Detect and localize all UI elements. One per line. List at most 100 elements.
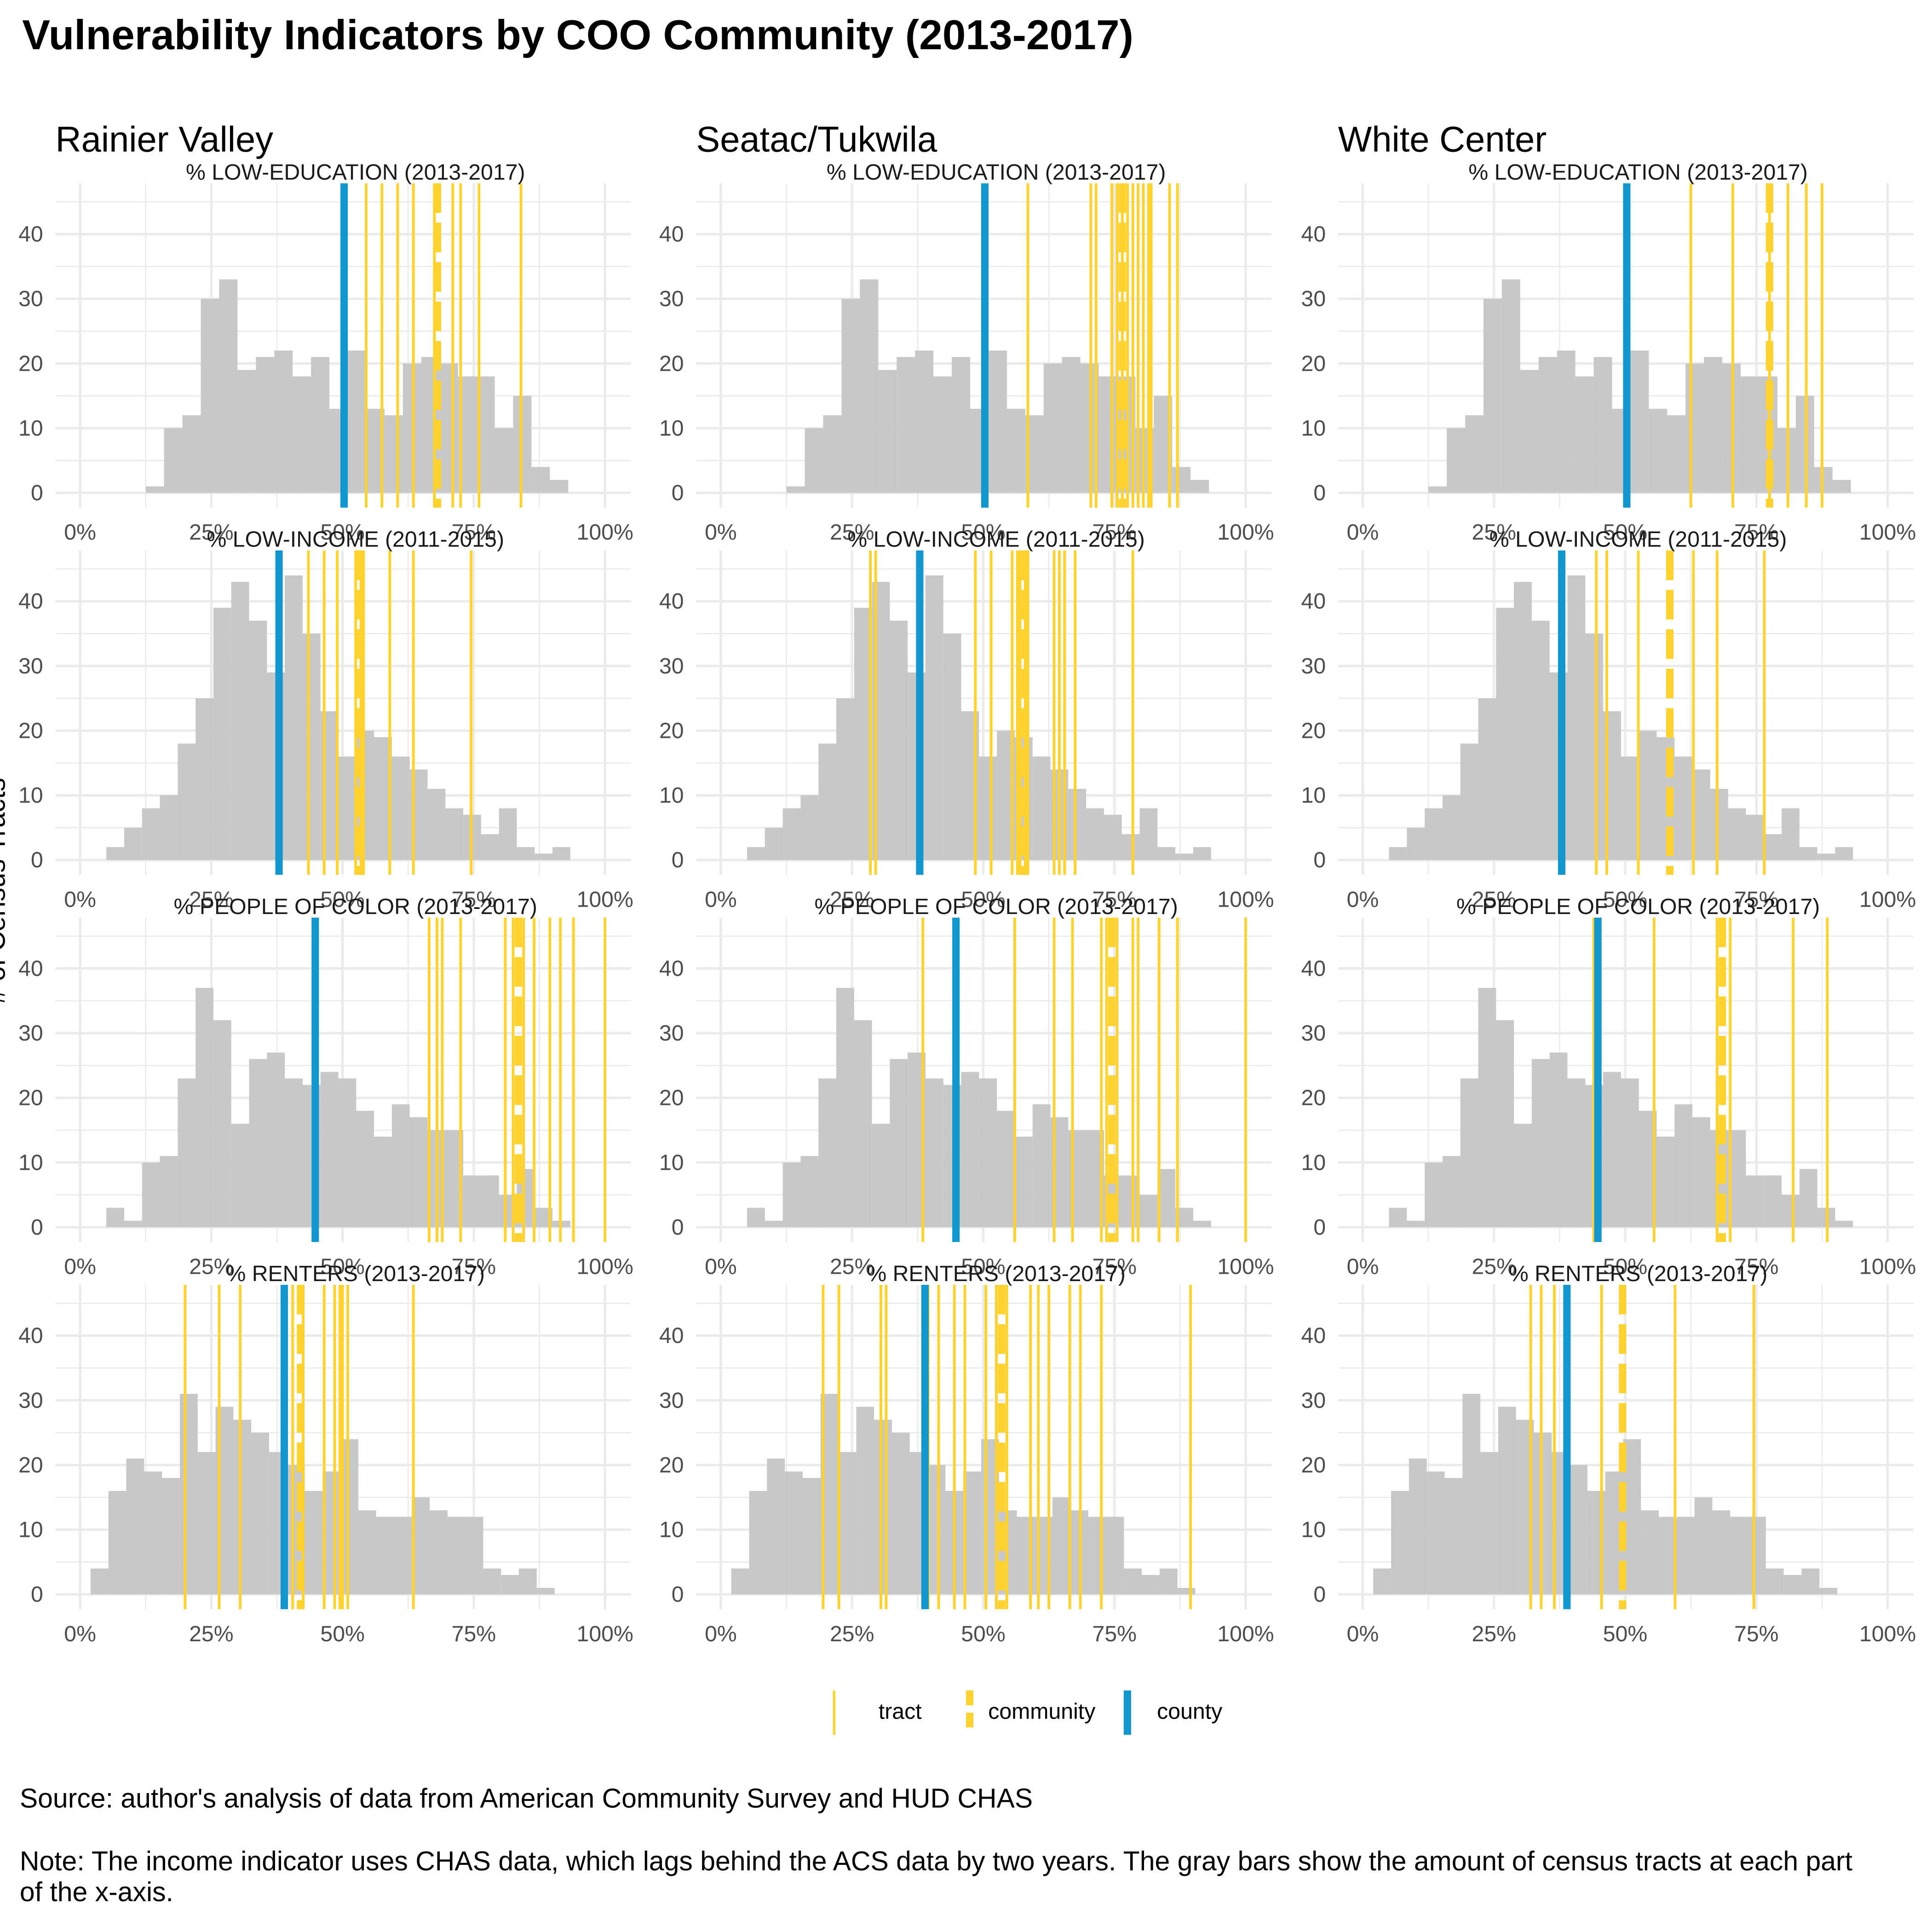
histogram-bar xyxy=(302,633,321,860)
histogram-bar xyxy=(481,1175,499,1227)
histogram-bar xyxy=(1764,834,1782,860)
histogram-bar xyxy=(1575,376,1594,493)
x-tick-label: 25% xyxy=(189,1254,233,1279)
histogram-bar xyxy=(1782,1195,1800,1227)
y-tick-label: 30 xyxy=(18,1388,43,1413)
legend-label-county: county xyxy=(1157,1699,1223,1724)
histogram-bar xyxy=(841,299,860,493)
histogram-bar xyxy=(897,357,915,493)
y-tick-label: 0 xyxy=(1313,1582,1326,1607)
histogram-bar xyxy=(1746,1175,1764,1227)
histogram-bar xyxy=(1674,1104,1693,1227)
histogram-bar xyxy=(1676,1517,1695,1595)
x-tick-label: 25% xyxy=(1472,1254,1516,1279)
histogram-bar xyxy=(517,847,535,860)
x-tick-label: 100% xyxy=(577,1254,633,1279)
histogram-bar xyxy=(874,1420,892,1595)
community-title-white-center: White Center xyxy=(1338,121,1547,161)
histogram-bar xyxy=(979,756,997,860)
x-tick-label: 25% xyxy=(189,1622,233,1646)
histogram-bar xyxy=(878,370,897,493)
histogram-bar xyxy=(836,988,854,1227)
y-tick-label: 0 xyxy=(672,848,684,873)
histogram-bar xyxy=(854,1020,872,1227)
histogram-bar xyxy=(872,1123,890,1227)
histogram-bar xyxy=(1649,408,1668,493)
facet-strip-label: % LOW-INCOME (2011-2015) xyxy=(847,527,1144,552)
x-tick-label: 25% xyxy=(830,1622,874,1646)
histogram-bar xyxy=(890,1059,908,1227)
histogram-bar xyxy=(1531,621,1550,860)
y-tick-label: 10 xyxy=(659,783,684,808)
histogram-bar xyxy=(836,698,854,860)
y-tick-label: 20 xyxy=(1301,1453,1326,1478)
facet-strip-label: % RENTERS (2013-2017) xyxy=(867,1261,1126,1286)
panel-seatac-tukwila-1: % LOW-EDUCATION (2013-2017) 0 10 20 30 40 0% 25… xyxy=(659,160,1274,545)
histogram-bar xyxy=(320,1072,339,1227)
histogram-bar xyxy=(481,834,499,860)
y-tick-label: 30 xyxy=(18,1021,43,1046)
x-tick-label: 75% xyxy=(452,1622,496,1646)
histogram-bar xyxy=(1783,1575,1802,1595)
histogram-bar xyxy=(963,1471,981,1595)
histogram-bar xyxy=(1465,415,1484,493)
x-tick-label: 75% xyxy=(1734,887,1778,912)
legend-label-tract: tract xyxy=(878,1699,922,1724)
x-tick-label: 50% xyxy=(1603,520,1647,545)
x-tick-label: 0% xyxy=(64,1254,96,1279)
histogram-bar xyxy=(430,1510,448,1595)
histogram-bar xyxy=(338,756,356,860)
histogram-bar xyxy=(800,1156,819,1227)
histogram-bar xyxy=(1557,351,1576,493)
histogram-bar xyxy=(231,581,249,860)
x-tick-label: 50% xyxy=(961,887,1005,912)
x-tick-label: 0% xyxy=(64,1622,96,1646)
histogram-bar xyxy=(142,1162,160,1227)
histogram-bar xyxy=(1501,279,1520,493)
facet-strip-label: % LOW-EDUCATION (2013-2017) xyxy=(827,160,1166,184)
histogram-bar xyxy=(1659,1517,1677,1595)
histogram-bar xyxy=(1068,1130,1087,1227)
x-tick-label: 0% xyxy=(1347,887,1379,912)
histogram-bar xyxy=(1052,1497,1070,1595)
y-tick-label: 30 xyxy=(18,654,43,678)
y-tick-label: 20 xyxy=(18,718,43,743)
x-tick-label: 50% xyxy=(1603,1622,1647,1646)
histogram-bar xyxy=(1124,1568,1142,1595)
facet-strip-label: % LOW-EDUCATION (2013-2017) xyxy=(186,160,525,184)
y-tick-label: 10 xyxy=(1301,1518,1326,1542)
histogram-bar xyxy=(823,415,842,493)
histogram-bar xyxy=(550,480,569,493)
y-tick-label: 20 xyxy=(18,1453,43,1478)
histogram-bar xyxy=(1765,1568,1784,1595)
histogram-bar xyxy=(1692,769,1710,860)
y-tick-label: 30 xyxy=(1301,1388,1326,1413)
histogram-bar xyxy=(1139,808,1158,860)
histogram-bar xyxy=(1817,853,1835,860)
histogram-bar xyxy=(196,988,213,1227)
histogram-bar xyxy=(1567,1078,1586,1227)
histogram-bar xyxy=(860,279,879,493)
facet-strip-label: % LOW-INCOME (2011-2015) xyxy=(207,527,504,552)
histogram-bar xyxy=(1032,756,1051,860)
histogram-bar xyxy=(1407,828,1425,860)
histogram-bar xyxy=(483,1568,501,1595)
y-tick-label: 20 xyxy=(18,1086,43,1110)
note-caption: Note: The income indicator uses CHAS dat… xyxy=(19,1846,1853,1908)
histogram-bar xyxy=(988,351,1007,493)
histogram-bar xyxy=(856,1407,874,1595)
histogram-bar xyxy=(1190,480,1209,493)
y-tick-label: 0 xyxy=(31,848,43,873)
histogram-bar xyxy=(1106,1517,1124,1595)
histogram-bar xyxy=(818,1078,837,1227)
histogram-bar xyxy=(427,788,446,860)
histogram-bar xyxy=(854,608,872,860)
histogram-bar xyxy=(338,1078,356,1227)
histogram-bar xyxy=(160,1156,178,1227)
histogram-bar xyxy=(201,299,219,493)
histogram-bar xyxy=(1704,357,1723,493)
histogram-bar xyxy=(322,1471,341,1595)
x-tick-label: 0% xyxy=(1347,1622,1379,1646)
panel-seatac-tukwila-3: % PEOPLE OF COLOR (2013-2017) 0 10 20 30 40 0%… xyxy=(659,894,1274,1279)
